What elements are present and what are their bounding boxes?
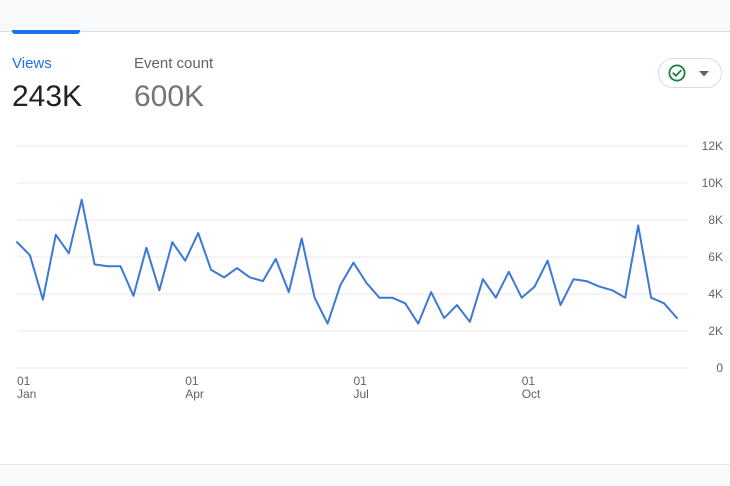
y-tick-label: 8K bbox=[708, 213, 723, 227]
x-tick-month: Jul bbox=[353, 387, 368, 401]
check-circle-icon bbox=[668, 64, 686, 82]
active-tab-indicator bbox=[12, 30, 80, 34]
y-tick-label: 12K bbox=[702, 139, 723, 153]
y-tick-label: 4K bbox=[708, 287, 723, 301]
x-tick-month: Jan bbox=[17, 387, 36, 401]
x-tick-day: 01 bbox=[353, 374, 367, 388]
y-tick-label: 10K bbox=[702, 176, 723, 190]
chart-gridlines bbox=[17, 145, 688, 369]
y-tick-label: 0 bbox=[716, 361, 723, 375]
views-tab[interactable]: Views 243K bbox=[12, 55, 82, 114]
views-series-line bbox=[16, 198, 678, 325]
status-dropdown-button[interactable] bbox=[658, 58, 722, 88]
top-strip bbox=[0, 0, 730, 32]
views-label: Views bbox=[12, 55, 52, 72]
x-tick-day: 01 bbox=[185, 374, 199, 388]
y-axis-ticks: 0 2K 4K 6K 8K 10K 12K bbox=[702, 139, 724, 375]
x-tick-month: Apr bbox=[185, 387, 204, 401]
y-tick-label: 2K bbox=[708, 324, 723, 338]
views-value: 243K bbox=[12, 80, 83, 113]
x-tick-day: 01 bbox=[17, 374, 31, 388]
x-tick-month: Oct bbox=[522, 387, 541, 401]
x-tick-day: 01 bbox=[522, 374, 536, 388]
caret-down-icon bbox=[699, 71, 709, 77]
y-tick-label: 6K bbox=[708, 250, 723, 264]
event-count-label: Event count bbox=[134, 55, 214, 72]
event-count-value: 600K bbox=[134, 80, 205, 113]
bottom-strip bbox=[0, 464, 730, 486]
event-count-tab[interactable]: Event count 600K bbox=[134, 55, 213, 114]
